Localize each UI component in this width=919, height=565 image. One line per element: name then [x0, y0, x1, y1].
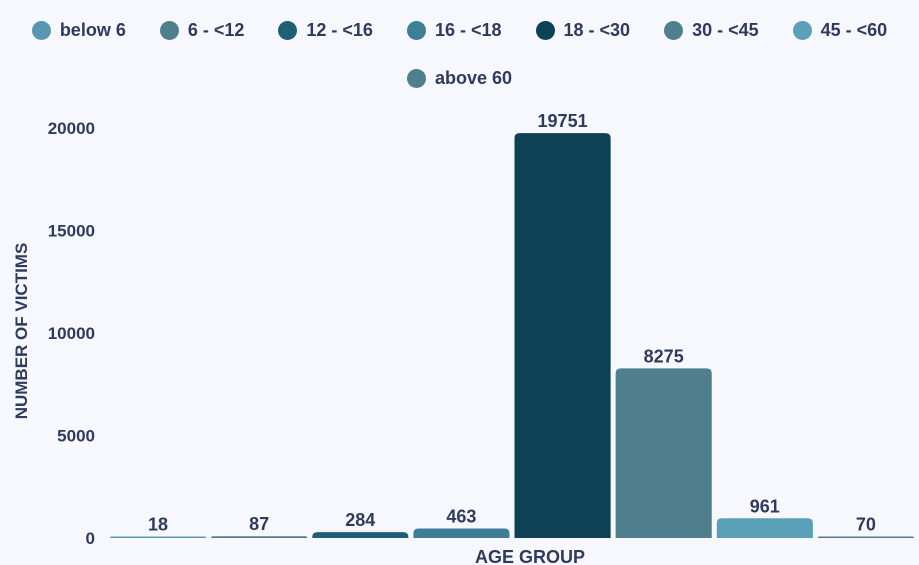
bar-value-label: 19751: [538, 111, 588, 131]
y-tick-label: 10000: [48, 324, 95, 343]
bar-value-label: 87: [249, 514, 269, 534]
legend-item[interactable]: 45 - <60: [792, 14, 888, 46]
legend-item[interactable]: above 60: [406, 62, 513, 94]
legend-swatch: [159, 20, 179, 40]
bar-value-label: 284: [345, 510, 375, 530]
legend-item[interactable]: below 6: [31, 14, 126, 46]
legend-label: 6 - <12: [187, 19, 245, 40]
x-axis-label: AGE GROUP: [475, 547, 585, 565]
legend-swatch: [278, 20, 298, 40]
legend-item[interactable]: 6 - <12: [159, 14, 245, 46]
legend-swatch: [535, 20, 555, 40]
bar[interactable]: [211, 536, 308, 538]
legend-item[interactable]: 12 - <16: [278, 14, 373, 46]
bar[interactable]: [312, 532, 409, 538]
legend-item[interactable]: 16 - <18: [406, 14, 502, 46]
legend-swatch: [664, 20, 684, 40]
bar-value-label: 18: [148, 515, 168, 535]
bar[interactable]: [817, 536, 914, 539]
y-tick-label: 5000: [57, 427, 95, 446]
legend-label: 12 - <16: [306, 19, 373, 40]
y-tick-label: 0: [86, 529, 95, 548]
bar-value-label: 70: [856, 515, 876, 535]
legend-label: 16 - <18: [434, 19, 502, 40]
legend-label: above 60: [434, 67, 513, 88]
legend-swatch: [792, 20, 812, 40]
y-tick-label: 20000: [48, 119, 95, 138]
bar[interactable]: [716, 518, 813, 538]
legend-swatch: [31, 20, 51, 40]
legend-swatch: [406, 20, 426, 40]
bar[interactable]: [413, 528, 510, 538]
legend-swatch: [406, 68, 426, 88]
y-axis-ticks: 0 5000 10000 15000 20000: [48, 119, 95, 548]
y-tick-label: 15000: [48, 222, 95, 241]
y-axis-label: NUMBER OF VICTIMS: [12, 243, 31, 420]
legend-item[interactable]: 30 - <45: [664, 14, 759, 46]
bar-value-label: 961: [750, 496, 780, 516]
bar[interactable]: [615, 368, 712, 538]
legend-label: 30 - <45: [692, 19, 759, 40]
bar-value-label: 463: [446, 507, 476, 527]
legend-label: below 6: [59, 19, 126, 40]
bar-value-label: 8275: [644, 346, 684, 366]
legend-item[interactable]: 18 - <30: [535, 14, 631, 46]
legend-label: 18 - <30: [563, 19, 631, 40]
bars: [110, 133, 914, 539]
legend-label: 45 - <60: [820, 19, 888, 40]
bar[interactable]: [110, 536, 207, 539]
bar-value-labels: 18 87 284 463 19751 8275 961 70: [148, 111, 876, 534]
legend: below 6 6 - <12 12 - <16 16 - <18 18 - <30 30…: [0, 14, 919, 94]
bar[interactable]: [514, 133, 611, 539]
